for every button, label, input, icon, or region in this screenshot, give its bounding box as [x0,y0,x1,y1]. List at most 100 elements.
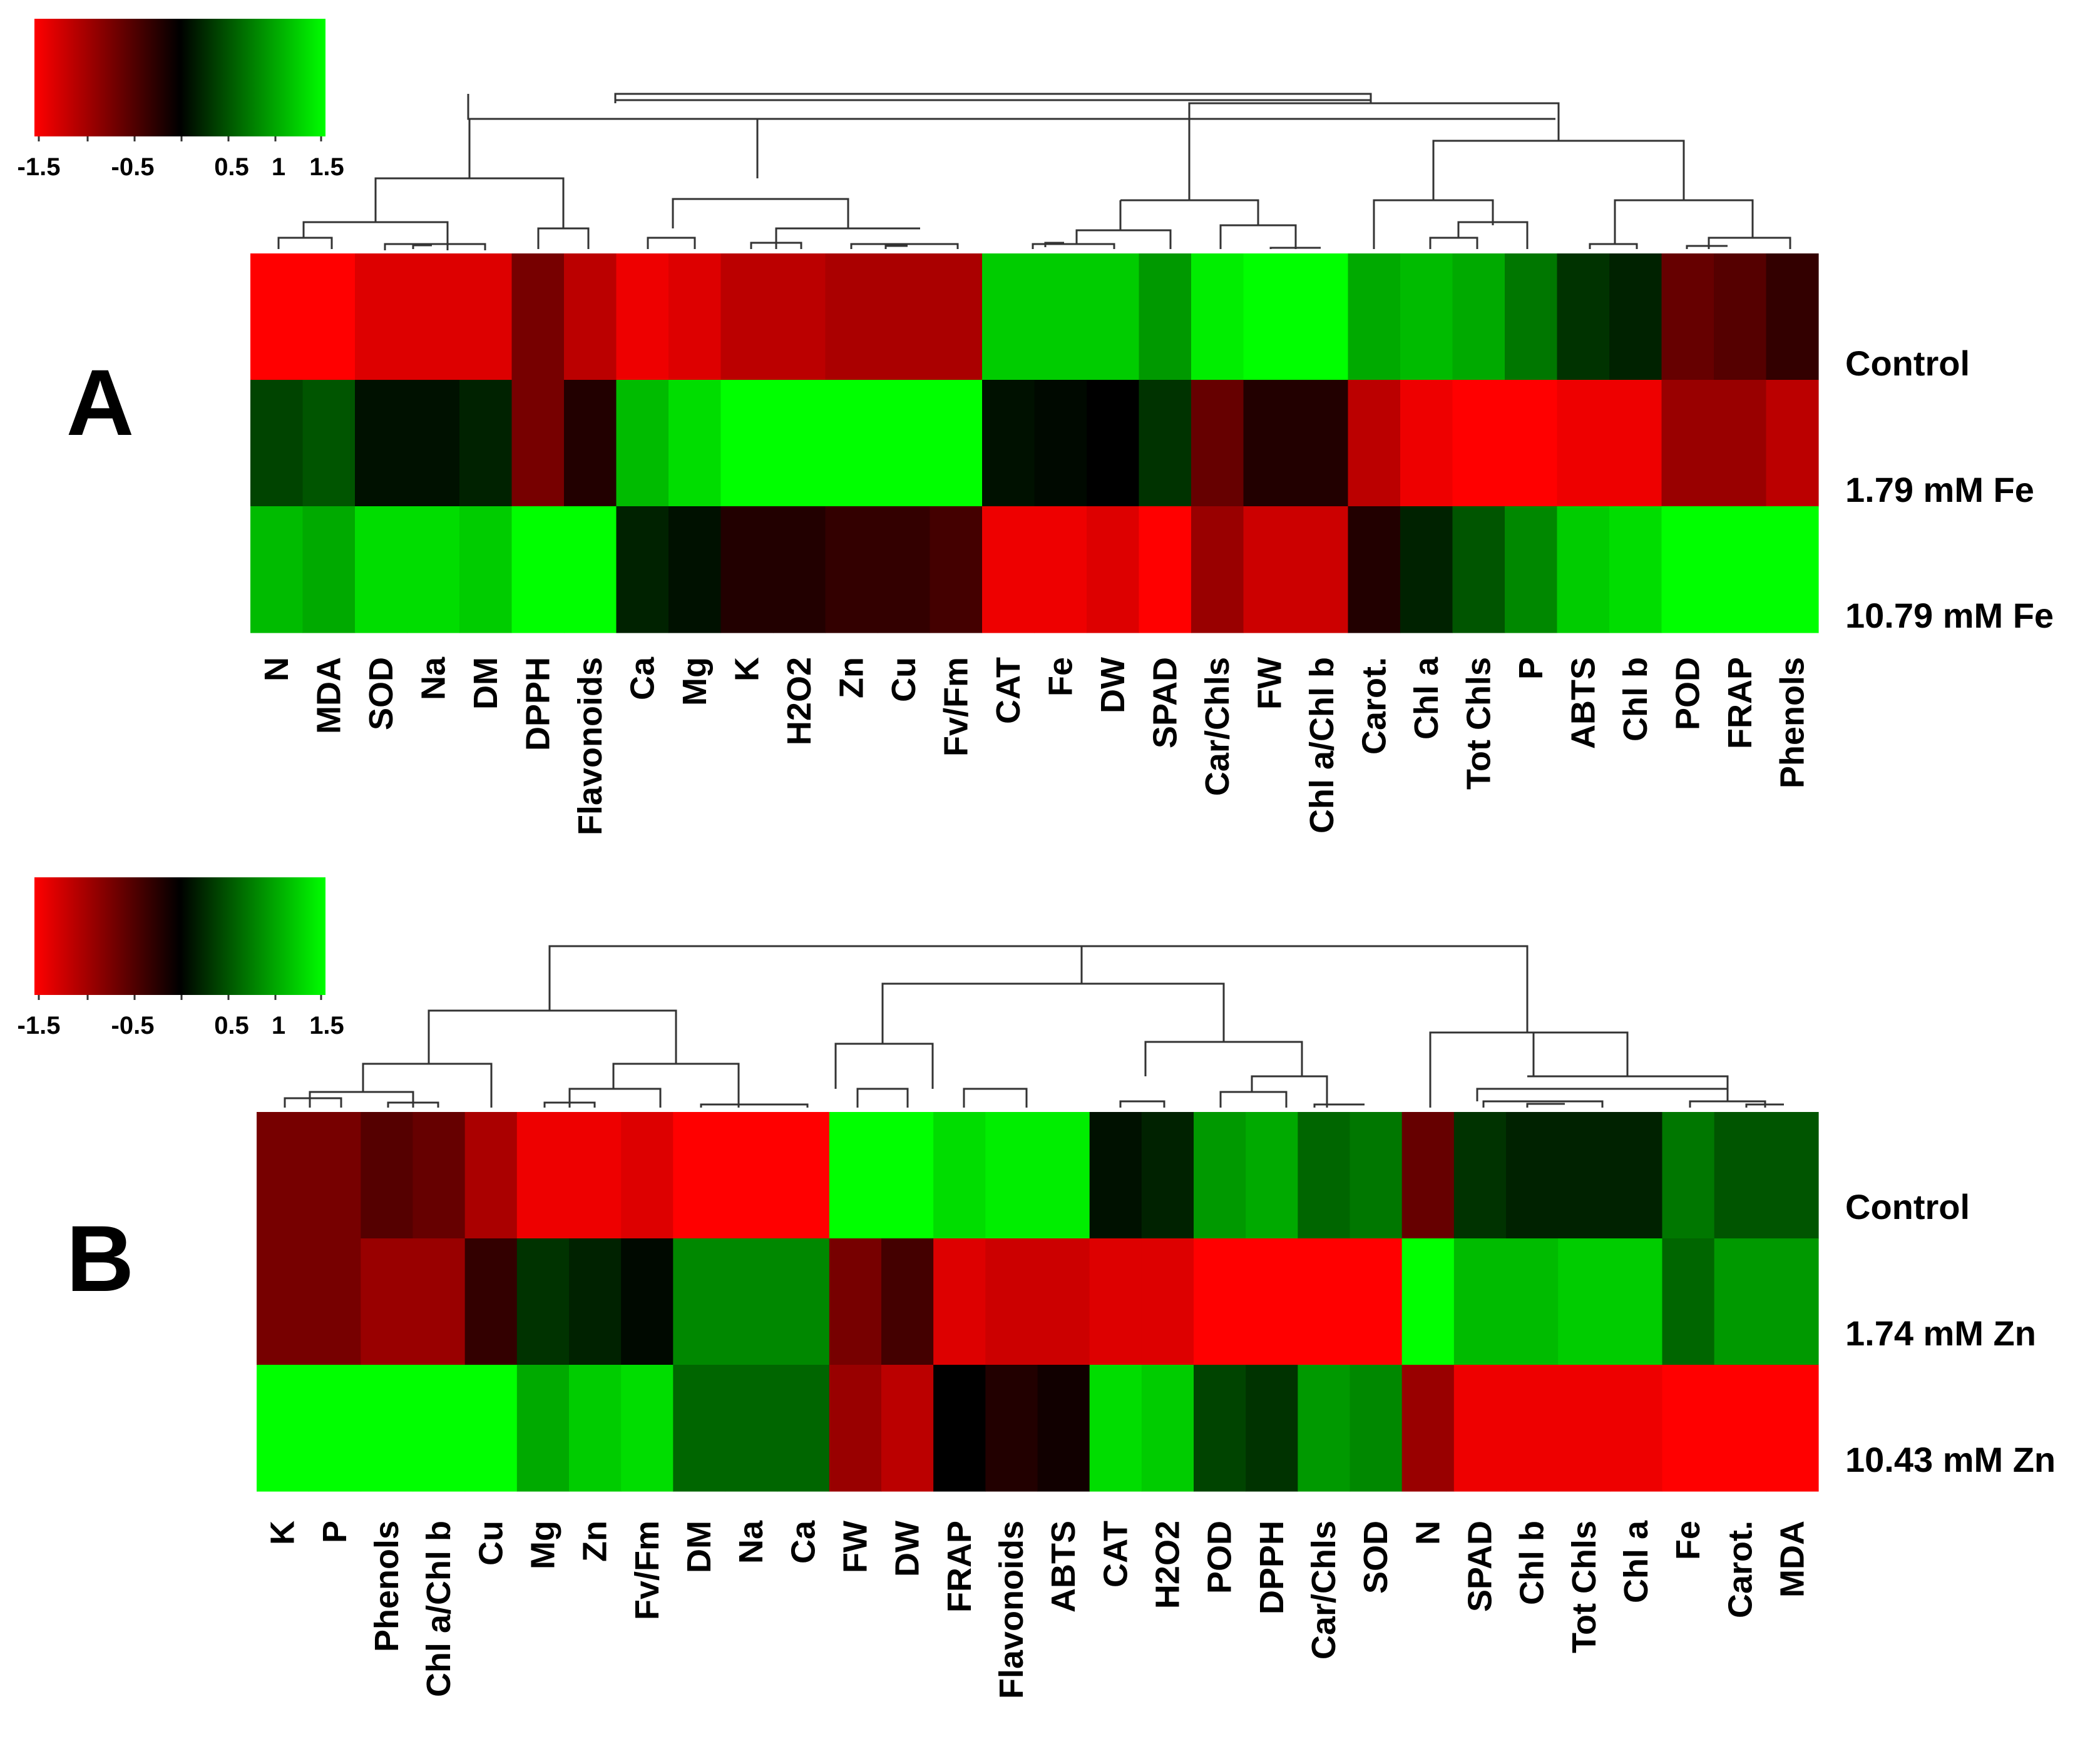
row-label: 10.43 mM Zn [1845,1440,2056,1479]
column-dendrogram-a [277,93,1791,250]
heatmap-cell [1034,506,1087,633]
heatmap-grid-b [257,1112,1819,1492]
column-label: DW [1094,657,1132,713]
heatmap-cell [1194,1365,1246,1492]
heatmap-cell [1246,1238,1298,1365]
column-label: FRAP [1721,657,1759,749]
heatmap-cell [1087,253,1140,380]
column-label: N [1409,1521,1447,1545]
scale-tick-label: -0.5 [111,1012,155,1039]
heatmap-cell [564,506,617,633]
column-label: Flavonoids [571,657,609,835]
column-label: P [316,1521,354,1543]
heatmap-cell [777,1112,830,1239]
heatmap-cell [616,253,669,380]
heatmap-cell [773,380,826,507]
heatmap-cell [355,506,408,633]
heatmap-cell [668,506,722,633]
heatmap-cell [361,1365,414,1492]
heatmap-cell [1243,380,1296,507]
heatmap-cell [407,506,460,633]
heatmap-cell [516,1112,570,1239]
heatmap-panel-a: -1.5 -0.5 0.5 1 1.5 [18,19,2054,835]
heatmap-cell [1141,1238,1194,1365]
heatmap-cell [1034,253,1087,380]
heatmap-cell [1037,1112,1090,1239]
heatmap-cell [1191,506,1244,633]
column-label: FW [1251,657,1288,710]
column-label: MDA [1773,1521,1811,1598]
heatmap-cell [464,1365,518,1492]
heatmap-cell [621,1112,674,1239]
column-label: Fv/Fm [628,1521,666,1620]
heatmap-cell [982,506,1035,633]
heatmap-cell [1400,253,1453,380]
column-label: Zn [576,1521,614,1562]
heatmap-cell [881,1238,934,1365]
heatmap-cell [725,1365,778,1492]
heatmap-cell [564,253,617,380]
heatmap-cell [1609,253,1662,380]
column-label: Tot Chls [1460,657,1497,790]
heatmap-cell [668,380,722,507]
heatmap-cell [725,1112,778,1239]
heatmap-cell [1505,380,1558,507]
heatmap-cell [412,1238,466,1365]
column-label: SPAD [1146,657,1184,748]
scale-tick-label: -1.5 [18,1012,61,1039]
heatmap-cell [250,506,304,633]
heatmap-cell [459,253,513,380]
heatmap-cell [881,1365,934,1492]
column-label: Na [414,656,452,700]
heatmap-cell [1089,1238,1142,1365]
heatmap-cell [250,380,304,507]
column-label: DPPH [1253,1521,1291,1614]
row-label: 1.74 mM Zn [1845,1313,2036,1353]
heatmap-cell [1139,380,1192,507]
heatmap-cell [309,1365,361,1492]
heatmap-cell [1296,253,1349,380]
heatmap-cell [1296,380,1349,507]
heatmap-cell [355,253,408,380]
panel-letter-a: A [66,350,134,455]
heatmap-cell [1139,253,1192,380]
column-label: Ca [623,656,661,700]
heatmap-cell [355,380,408,507]
heatmap-cell [829,1238,882,1365]
color-scale-bar [34,877,325,995]
heatmap-cell [1034,380,1087,507]
heatmap-cell [1194,1112,1246,1239]
column-label: Phenols [1773,657,1811,788]
heatmap-cell [1401,1238,1455,1365]
heatmap-cell [933,1112,986,1239]
heatmap-cell [878,506,931,633]
heatmap-cell [1610,1112,1663,1239]
column-label: SPAD [1461,1521,1498,1612]
heatmap-cell [564,380,617,507]
heatmap-cell [412,1112,466,1239]
heatmap-cell [1558,1238,1611,1365]
heatmap-cell [1557,253,1610,380]
heatmap-cell [1714,1238,1767,1365]
heatmap-cell [1662,1238,1715,1365]
heatmap-cell [933,1365,986,1492]
heatmap-cell [825,380,878,507]
heatmap-cell [1401,1365,1455,1492]
heatmap-cell [257,1365,309,1492]
column-label: Fe [1042,657,1079,696]
heatmap-cell [1139,506,1192,633]
heatmap-cell [302,380,356,507]
scale-tick-label: 0.5 [214,153,249,181]
row-label: Control [1845,344,1970,383]
heatmap-cell [621,1238,674,1365]
column-label: SOD [362,657,400,730]
column-label: DM [467,657,505,710]
heatmap-cell [1766,1365,1819,1492]
heatmap-cell [1506,1112,1559,1239]
heatmap-cell [725,1238,778,1365]
row-label: 1.79 mM Fe [1845,470,2034,509]
column-label: H2O2 [781,657,818,745]
heatmap-cell [773,253,826,380]
heatmap-cell [616,506,669,633]
column-labels-a: N MDA SOD Na DM DPPH Flavonoids Ca Mg K H2O2 Zn Cu Fv… [258,656,1811,835]
